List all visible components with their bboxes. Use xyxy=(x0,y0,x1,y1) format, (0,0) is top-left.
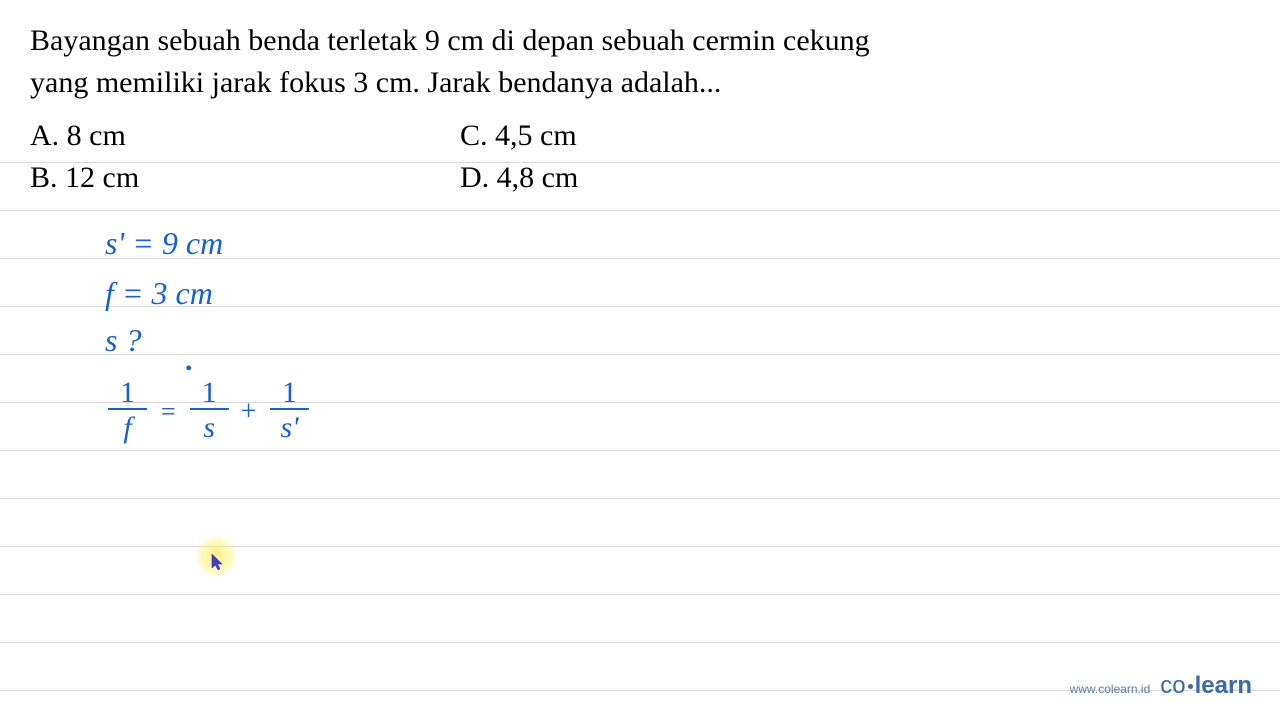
frac3-numerator: 1 xyxy=(270,378,309,410)
cursor-pointer-icon xyxy=(210,552,226,577)
footer-logo: colearn xyxy=(1160,672,1252,700)
frac2-numerator: 1 xyxy=(190,378,229,410)
plus-sign: + xyxy=(241,396,257,428)
fraction-1: 1 f xyxy=(108,378,147,446)
logo-learn: learn xyxy=(1195,672,1252,699)
frac2-denominator: s xyxy=(191,410,227,446)
question-line1: Bayangan sebuah benda terletak 9 cm di d… xyxy=(30,24,870,57)
handwriting-line-2: f = 3 cm xyxy=(105,275,213,312)
frac1-numerator: 1 xyxy=(108,378,147,410)
question-text: Bayangan sebuah benda terletak 9 cm di d… xyxy=(30,20,1250,104)
handwriting-line-3: s ? xyxy=(105,322,141,359)
footer-url: www.colearn.id xyxy=(1070,682,1151,696)
equals-sign: = xyxy=(161,397,176,427)
logo-dot-icon xyxy=(1188,684,1193,689)
fraction-2: 1 s xyxy=(190,378,229,446)
logo-co: co xyxy=(1160,672,1185,699)
fraction-3: 1 s' xyxy=(268,378,310,446)
question-line2: yang memiliki jarak fokus 3 cm. Jarak be… xyxy=(30,66,721,99)
handwriting-line-1: s' = 9 cm xyxy=(105,225,223,262)
footer: www.colearn.id colearn xyxy=(1070,672,1252,700)
frac3-denominator: s' xyxy=(268,410,310,446)
frac1-denominator: f xyxy=(111,410,143,446)
mirror-equation: 1 f = 1 s + 1 s' xyxy=(100,378,319,446)
